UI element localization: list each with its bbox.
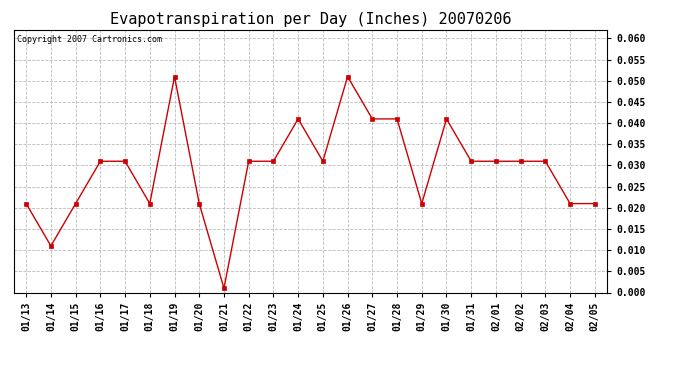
Text: Copyright 2007 Cartronics.com: Copyright 2007 Cartronics.com <box>17 35 161 44</box>
Title: Evapotranspiration per Day (Inches) 20070206: Evapotranspiration per Day (Inches) 2007… <box>110 12 511 27</box>
